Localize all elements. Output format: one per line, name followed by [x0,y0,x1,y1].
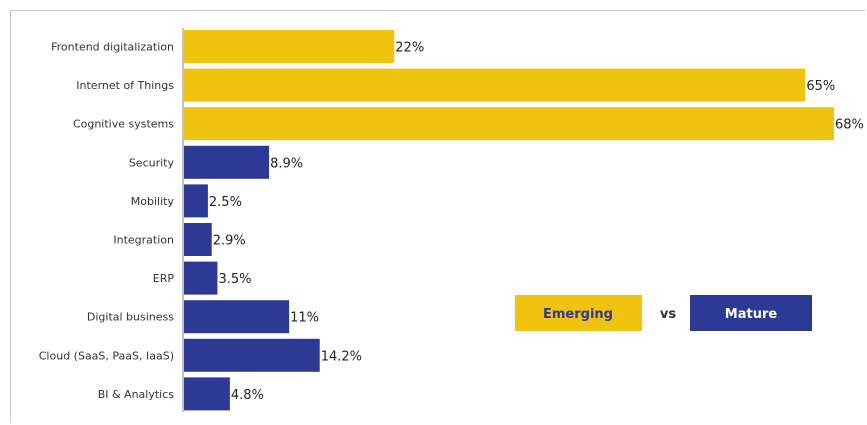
bar-8 [184,300,290,334]
legend-swatch-emerging [515,295,642,331]
category-label: Security [129,156,175,169]
value-label: 3.5% [218,272,251,287]
category-label: ERP [153,272,175,285]
bar-10 [184,377,230,411]
labels-group: Frontend digitalization 22% Internet of Th… [39,41,864,403]
bar-1 [184,30,395,63]
category-label: Integration [113,234,174,247]
value-label: 4.8% [231,388,264,403]
value-label: 11% [290,311,319,326]
category-label: Digital business [87,311,174,324]
value-label: 65% [806,79,835,94]
legend: Emerging vs Mature [515,295,812,331]
legend-separator: vs [660,307,676,322]
value-label: 14.2% [321,349,362,364]
value-label: 68% [835,118,864,133]
category-label: Frontend digitalization [51,41,174,54]
bar-5 [184,184,208,218]
bar-6 [184,223,212,256]
legend-swatch-mature [690,295,812,331]
bar-7 [184,261,218,295]
category-label: BI & Analytics [98,388,175,401]
bar-9 [184,338,320,372]
category-label: Internet of Things [76,79,174,92]
legend-label-emerging: Emerging [543,307,613,322]
category-label: Cognitive systems [73,118,174,131]
value-label: 8.9% [270,156,303,171]
legend-label-mature: Mature [725,307,778,322]
value-label: 22% [395,41,424,56]
bar-3 [184,107,834,141]
bars-group [184,30,834,411]
category-label: Mobility [131,195,175,208]
value-label: 2.9% [213,234,246,249]
category-label: Cloud (SaaS, PaaS, IaaS) [39,349,174,362]
bar-4 [184,145,270,179]
value-label: 2.5% [209,195,242,210]
chart-frame [10,10,865,423]
bar-2 [184,68,806,102]
